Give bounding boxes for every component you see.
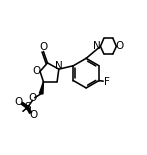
Text: N: N (55, 61, 63, 71)
Text: S: S (24, 102, 31, 112)
Text: O: O (116, 41, 124, 51)
Text: O: O (14, 97, 23, 107)
Polygon shape (39, 82, 44, 94)
Text: O: O (29, 110, 38, 120)
Text: N: N (93, 41, 101, 51)
Text: F: F (104, 77, 110, 87)
Text: O: O (39, 42, 47, 52)
Text: O: O (29, 93, 37, 103)
Text: O: O (32, 66, 40, 76)
